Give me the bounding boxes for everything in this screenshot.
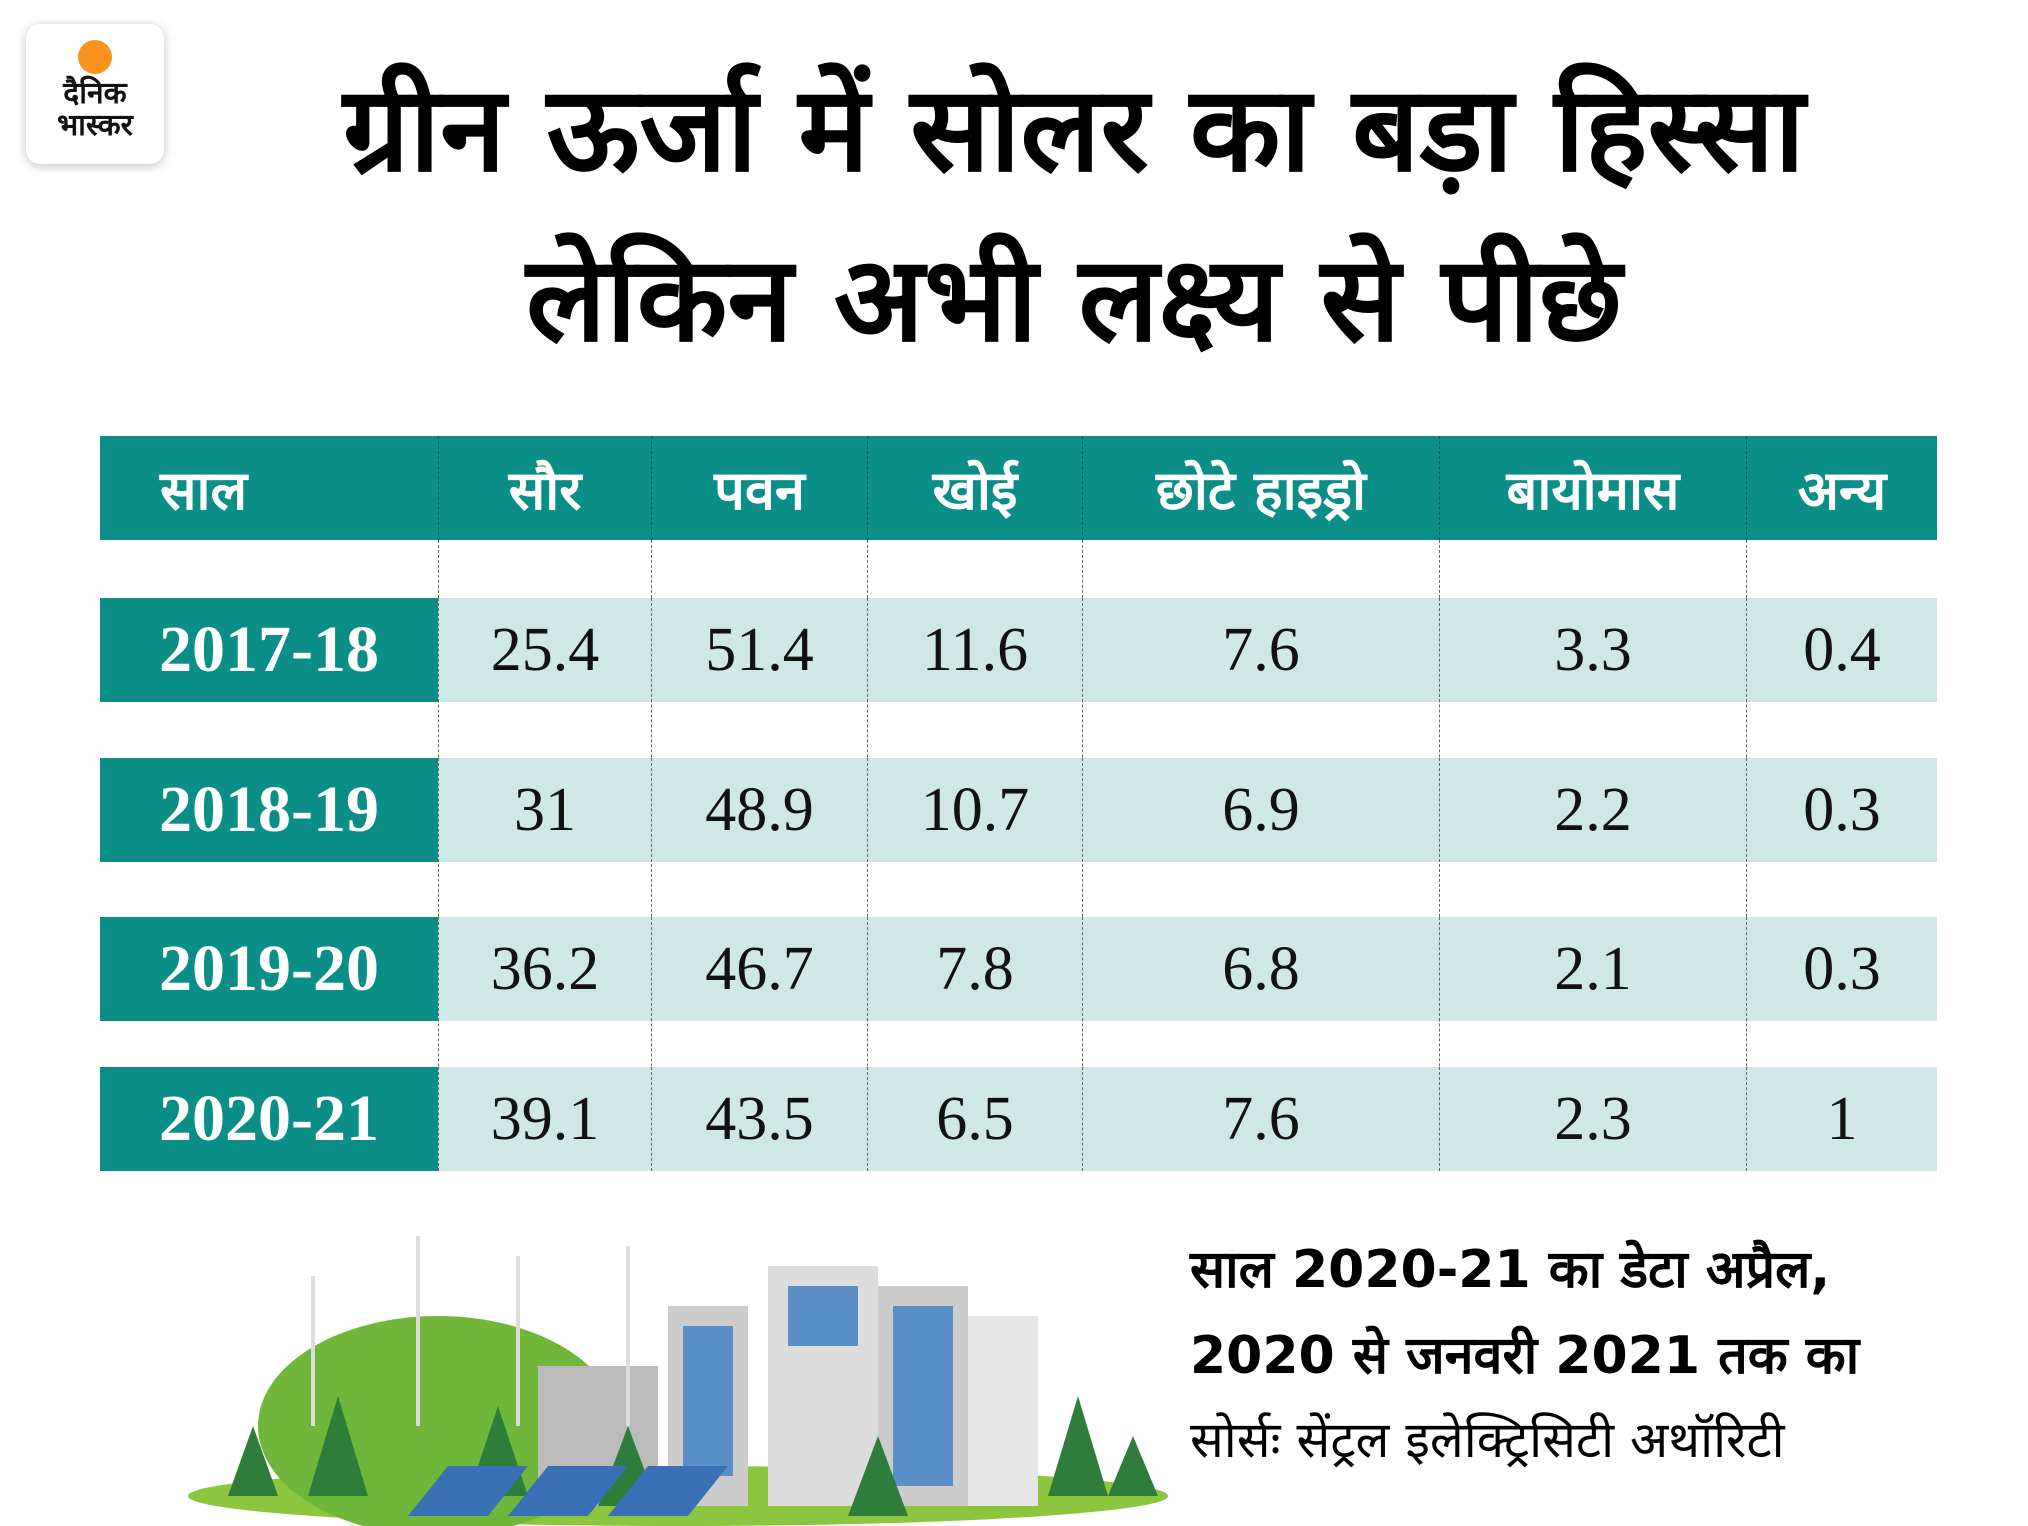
value-cell: 0.3: [1746, 758, 1937, 862]
value-cell: 2.1: [1439, 917, 1746, 1021]
header-cell: छोटे हाइड्रो: [1082, 436, 1439, 540]
value-cell: 3.3: [1439, 598, 1746, 702]
header-cell: खोई: [867, 436, 1082, 540]
value-cell: 1: [1746, 1067, 1937, 1171]
value-cell: 7.6: [1082, 598, 1439, 702]
table-row: 2018-19 31 48.9 10.7 6.9 2.2 0.3: [100, 758, 1937, 862]
value-cell: 6.8: [1082, 917, 1439, 1021]
value-cell: 51.4: [651, 598, 867, 702]
year-cell: 2017-18: [100, 598, 438, 702]
value-cell: 2.3: [1439, 1067, 1746, 1171]
value-cell: 0.3: [1746, 917, 1937, 1021]
value-cell: 36.2: [438, 917, 651, 1021]
header-cell: सौर: [438, 436, 651, 540]
table-row: 2017-18 25.4 51.4 11.6 7.6 3.3 0.4: [100, 598, 1937, 702]
header-cell: अन्य: [1746, 436, 1937, 540]
value-cell: 10.7: [867, 758, 1082, 862]
note-line-2: 2020 से जनवरी 2021 तक का: [1190, 1326, 1860, 1386]
value-cell: 6.5: [867, 1067, 1082, 1171]
title-line-1: ग्रीन ऊर्जा में सोलर का बड़ा हिस्सा: [343, 60, 1805, 198]
value-cell: 43.5: [651, 1067, 867, 1171]
energy-share-table: साल सौर पवन खोई छोटे हाइड्रो बायोमास अन्…: [100, 436, 1937, 1171]
value-cell: 48.9: [651, 758, 867, 862]
title-line-2: लेकिन अभी लक्ष्य से पीछे: [526, 230, 1622, 368]
value-cell: 11.6: [867, 598, 1082, 702]
sun-icon: [78, 40, 112, 74]
value-cell: 7.8: [867, 917, 1082, 1021]
table-row: 2020-21 39.1 43.5 6.5 7.6 2.3 1: [100, 1067, 1937, 1171]
table-row: 2019-20 36.2 46.7 7.8 6.8 2.1 0.3: [100, 917, 1937, 1021]
table-header: साल सौर पवन खोई छोटे हाइड्रो बायोमास अन्…: [100, 436, 1937, 540]
header-cell: साल: [160, 459, 248, 522]
year-cell: 2019-20: [100, 917, 438, 1021]
value-cell: 6.9: [1082, 758, 1439, 862]
value-cell: 31: [438, 758, 651, 862]
value-cell: 39.1: [438, 1067, 651, 1171]
value-cell: 0.4: [1746, 598, 1937, 702]
header-cell: पवन: [651, 436, 867, 540]
header-cell: बायोमास: [1439, 436, 1746, 540]
value-cell: 2.2: [1439, 758, 1746, 862]
year-cell: 2018-19: [100, 758, 438, 862]
dainik-bhaskar-logo: दैनिक भास्कर: [26, 24, 164, 164]
green-energy-illustration: [188, 1236, 1168, 1526]
value-cell: 46.7: [651, 917, 867, 1021]
year-cell: 2020-21: [100, 1067, 438, 1171]
note-line-1: साल 2020-21 का डेटा अप्रैल,: [1190, 1240, 1831, 1300]
value-cell: 25.4: [438, 598, 651, 702]
source-note: सोर्सः सेंट्रल इलेक्ट्रिसिटी अथॉरिटी: [1190, 1411, 1785, 1469]
value-cell: 7.6: [1082, 1067, 1439, 1171]
